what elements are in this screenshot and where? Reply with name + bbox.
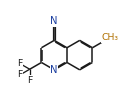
Text: CH₃: CH₃ <box>101 33 118 42</box>
Text: N: N <box>50 65 58 75</box>
Text: F: F <box>17 70 23 79</box>
Text: N: N <box>50 16 58 26</box>
Text: F: F <box>17 59 23 68</box>
Text: F: F <box>27 76 32 85</box>
